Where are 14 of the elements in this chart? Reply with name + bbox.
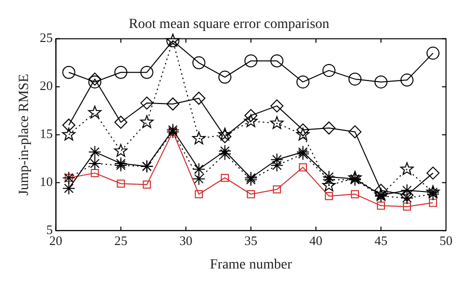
x-tick-label: 35 bbox=[244, 232, 258, 248]
x-tick-label: 40 bbox=[309, 232, 322, 248]
y-axis-title: Jump-in-place RMSE bbox=[17, 74, 32, 196]
y-tick-label: 15 bbox=[40, 126, 53, 142]
x-tick-label: 50 bbox=[440, 232, 452, 248]
x-tick-label: 25 bbox=[114, 232, 128, 248]
x-tick-label: 30 bbox=[179, 232, 192, 248]
x-axis-title: Frame number bbox=[210, 257, 292, 272]
y-tick-label: 10 bbox=[40, 174, 53, 190]
y-tick-label: 20 bbox=[40, 78, 53, 94]
x-tick-label: 45 bbox=[374, 232, 388, 248]
chart-title: Root mean square error comparison bbox=[128, 17, 330, 32]
y-tick-label: 25 bbox=[40, 30, 53, 46]
y-tick-label: 5 bbox=[46, 222, 53, 238]
